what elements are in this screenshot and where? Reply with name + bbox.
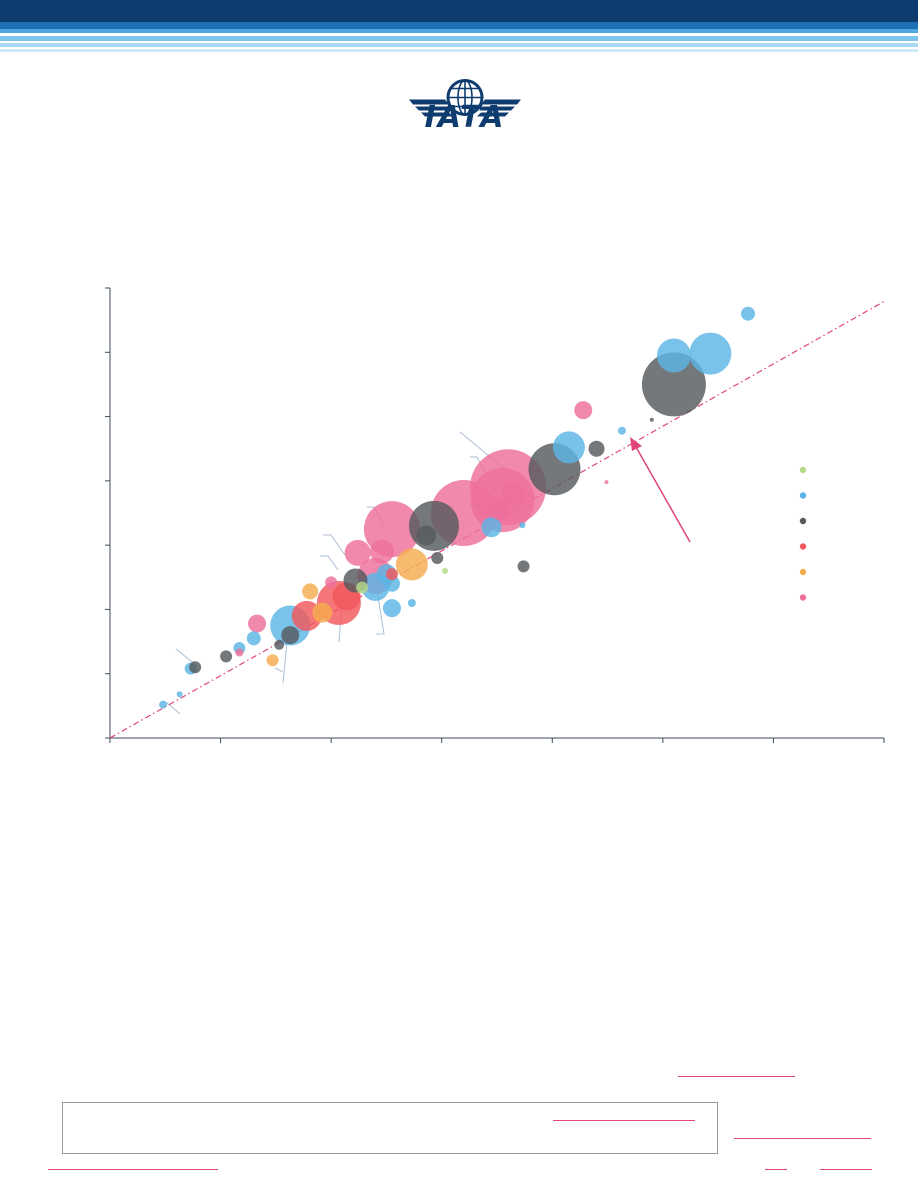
legend-marker-4 <box>799 543 807 550</box>
bubble-series-3[interactable] <box>649 417 654 422</box>
bubble-series-3[interactable] <box>189 661 202 674</box>
bubble-series-3[interactable] <box>517 560 530 573</box>
bubble-series-2[interactable] <box>740 306 755 321</box>
bubble-series-2[interactable] <box>383 575 400 592</box>
bubble-series-6[interactable] <box>489 499 510 520</box>
bubble-series-2[interactable] <box>159 700 168 709</box>
link-underline <box>553 1120 695 1121</box>
chart-bubbles <box>159 306 755 709</box>
link-underline <box>678 1076 795 1077</box>
bubble-series-1[interactable] <box>356 581 369 594</box>
bubble-series-2[interactable] <box>382 599 401 618</box>
bubble-series-5[interactable] <box>312 602 333 623</box>
bubble-series-2[interactable] <box>176 691 183 698</box>
bubble-series-6[interactable] <box>235 648 244 657</box>
bubble-series-6[interactable] <box>325 576 338 589</box>
chart-axes <box>105 287 885 743</box>
footnote-box <box>62 1102 718 1154</box>
bubble-series-2[interactable] <box>689 332 732 375</box>
bubble-chart <box>105 287 885 743</box>
legend-marker-6 <box>799 594 807 601</box>
bubble-series-6[interactable] <box>574 401 593 420</box>
bubble-series-4[interactable] <box>385 568 398 581</box>
bubble-series-3[interactable] <box>431 552 444 564</box>
link-underline <box>48 1169 218 1170</box>
bubble-series-2[interactable] <box>407 599 416 607</box>
legend-marker-3 <box>799 517 807 525</box>
bubble-series-3[interactable] <box>220 650 233 663</box>
trend-line-callout <box>630 437 691 543</box>
label-leader-lines <box>165 431 507 715</box>
leader-line <box>320 555 339 571</box>
bubble-series-3[interactable] <box>588 440 605 457</box>
bubble-series-5[interactable] <box>302 583 319 600</box>
bubble-series-2[interactable] <box>656 338 691 373</box>
bubble-series-3[interactable] <box>641 352 706 417</box>
bubble-series-6[interactable] <box>470 468 535 533</box>
bubble-series-6[interactable] <box>370 539 395 564</box>
iata-globe-wings-logo <box>409 79 521 117</box>
bubble-series-6[interactable] <box>604 480 609 485</box>
bubble-series-6[interactable] <box>248 614 267 633</box>
leader-line <box>274 667 284 673</box>
chart-legend <box>799 466 807 601</box>
bubble-series-5[interactable] <box>266 654 279 667</box>
link-underline <box>734 1138 871 1139</box>
bubble-series-3[interactable] <box>408 500 459 551</box>
bubble-series-3[interactable] <box>416 525 437 546</box>
legend-marker-1 <box>799 466 807 474</box>
bubble-series-2[interactable] <box>519 522 526 529</box>
bubble-series-6[interactable] <box>501 481 526 506</box>
bubble-series-2[interactable] <box>481 517 502 538</box>
leader-line <box>323 534 346 556</box>
link-underline <box>765 1169 787 1170</box>
bubble-series-5[interactable] <box>395 548 428 581</box>
bubble-series-1[interactable] <box>442 567 449 574</box>
bubble-series-3[interactable] <box>274 639 285 650</box>
iata-wordmark: IATA <box>424 100 506 135</box>
leader-line <box>165 701 181 715</box>
legend-marker-2 <box>799 492 807 499</box>
bubble-series-2[interactable] <box>617 426 626 435</box>
leader-line <box>282 641 288 684</box>
link-underline <box>820 1169 872 1170</box>
bubble-series-6[interactable] <box>344 539 371 566</box>
bubble-series-2[interactable] <box>246 631 261 646</box>
legend-marker-5 <box>799 568 807 576</box>
bubble-series-2[interactable] <box>552 431 585 464</box>
header-banner <box>0 0 918 52</box>
bubble-series-3[interactable] <box>281 626 300 645</box>
